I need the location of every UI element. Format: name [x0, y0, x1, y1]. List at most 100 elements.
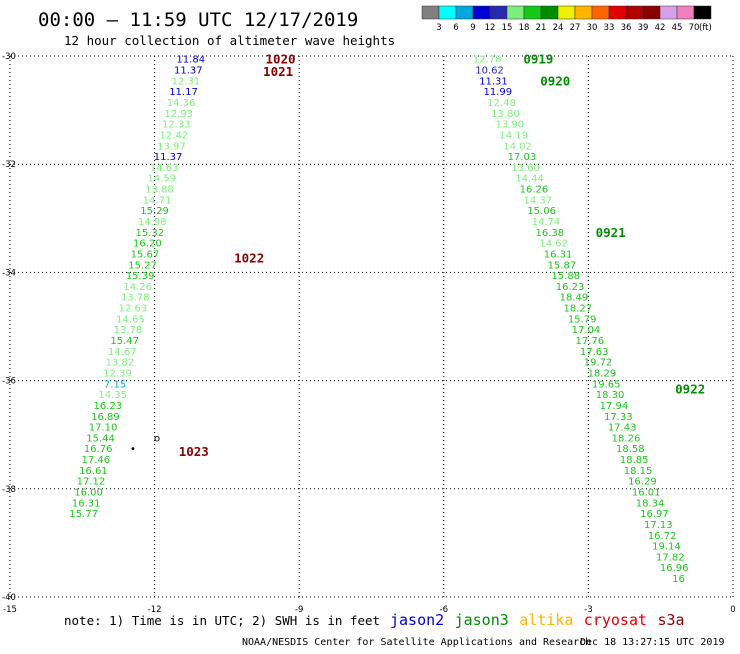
- colorbar-swatch: [438, 5, 457, 20]
- wave-height-value: 16.26: [520, 185, 549, 196]
- wave-height-value: 14.36: [167, 98, 196, 109]
- map-subtitle: 12 hour collection of altimeter wave hei…: [64, 33, 395, 48]
- wave-values: 11.8411.3712.3111.1714.3612.9312.3312.42…: [69, 55, 688, 585]
- pass-time-label: 1020: [265, 52, 295, 67]
- wave-height-value: 14.19: [499, 130, 528, 141]
- wave-height-value: 13.78: [114, 325, 143, 336]
- x-tick-label: 0: [730, 605, 735, 615]
- wave-height-value: 16.29: [628, 477, 657, 488]
- wave-height-value: 16.23: [556, 282, 585, 293]
- pass-time-label: 1023: [179, 444, 209, 459]
- wave-height-value: 14.44: [515, 174, 544, 185]
- wave-height-value: 15.44: [86, 433, 115, 444]
- colorbar-unit: (ft): [699, 23, 712, 33]
- wave-height-value: 16.72: [648, 531, 677, 542]
- wave-height-value: 14.35: [98, 390, 127, 401]
- wave-height-value: 18.34: [636, 498, 665, 509]
- wave-height-value: 18.49: [560, 293, 589, 304]
- pass-time-label: 1022: [234, 250, 264, 265]
- y-tick-label: -32: [2, 160, 16, 170]
- wave-height-value: 15.47: [110, 336, 139, 347]
- colorbar-label: 12: [485, 23, 496, 33]
- wave-height-value: 16.31: [72, 498, 101, 509]
- colorbar-label: 27: [570, 23, 581, 33]
- y-tick-label: -30: [2, 52, 16, 62]
- wave-height-value: 18.30: [596, 390, 625, 401]
- wave-height-value: 12.93: [164, 109, 193, 120]
- colorbar-swatch: [591, 5, 610, 20]
- wave-height-value: 13.80: [491, 109, 520, 120]
- colorbar: 3 6 9 12 15 18 21 24 27 30 33 36 39 42 45 70 (ft): [421, 5, 712, 33]
- satellite-legend: jason2 jason3 altika cryosat s3a: [390, 611, 685, 629]
- wave-height-value: 15.77: [69, 509, 98, 520]
- wave-height-value: 15.06: [527, 206, 556, 217]
- wave-height-value: 12.31: [172, 76, 201, 87]
- wave-height-value: 16.00: [74, 488, 103, 499]
- x-tick-label: -3: [584, 605, 592, 615]
- y-tick-label: -34: [2, 268, 16, 278]
- colorbar-label: 18: [519, 23, 530, 33]
- wave-height-value: 16.01: [632, 488, 661, 499]
- wave-height-value: 12.63: [119, 304, 148, 315]
- map-markers: o•: [130, 433, 160, 455]
- satellite-cryosat: cryosat: [584, 611, 647, 629]
- x-tick-label: -12: [148, 605, 162, 615]
- wave-height-value: 14.62: [539, 239, 568, 250]
- pass-time-label: 1021: [263, 64, 293, 79]
- wave-height-value: 7.15: [104, 379, 126, 390]
- wave-height-value: 13.78: [121, 293, 150, 304]
- wave-height-value: 12.39: [103, 368, 132, 379]
- wave-height-value: 11.17: [169, 87, 198, 98]
- location-marker: o: [154, 433, 160, 444]
- wave-height-value: 16.20: [133, 239, 162, 250]
- wave-height-value: 14.67: [108, 347, 137, 358]
- wave-height-value: 15.67: [131, 249, 160, 260]
- colorbar-label: 39: [638, 23, 649, 33]
- wave-height-value: 11.37: [174, 66, 203, 77]
- colorbar-label: 21: [536, 23, 547, 33]
- wave-height-value: 16.31: [544, 249, 573, 260]
- satellite-altika: altika: [519, 611, 573, 629]
- colorbar-swatch: [540, 5, 559, 20]
- wave-height-value: 14.02: [503, 141, 532, 152]
- colorbar-label: 30: [587, 23, 598, 33]
- colorbar-label: 3: [436, 23, 441, 33]
- wave-height-value: 17.76: [576, 336, 605, 347]
- location-marker: •: [130, 444, 136, 455]
- wave-height-value: 15.87: [548, 260, 577, 271]
- colorbar-swatch: [659, 5, 678, 20]
- axis-ticks: -15 -12 -9 -6 -3 0-30-32-34-36-38-40: [2, 52, 736, 615]
- wave-height-value: 14.65: [116, 314, 145, 325]
- wave-height-value: 16.61: [79, 466, 108, 477]
- wave-height-value: 17.13: [644, 520, 673, 531]
- y-tick-label: -38: [2, 485, 16, 495]
- wave-height-value: 13.90: [496, 120, 525, 131]
- wave-height-value: 15.29: [140, 206, 169, 217]
- wave-height-value: 17.04: [572, 325, 601, 336]
- colorbar-swatch: [523, 5, 542, 20]
- footer-note: note: 1) Time is in UTC; 2) SWH is in fe…: [64, 613, 380, 628]
- wave-height-value: 12.48: [487, 98, 516, 109]
- x-tick-label: -15: [3, 605, 17, 615]
- x-tick-label: -6: [440, 605, 448, 615]
- colorbar-label: 45: [672, 23, 683, 33]
- colorbar-label: 33: [604, 23, 615, 33]
- wave-height-value: 13.88: [145, 185, 174, 196]
- wave-height-value: 12.78: [473, 55, 502, 66]
- colorbar-swatch: [676, 5, 695, 20]
- wave-height-value: 19.14: [652, 542, 681, 553]
- map-title: 00:00 – 11:59 UTC 12/17/2019: [38, 9, 358, 31]
- wave-height-value: 12.33: [162, 120, 191, 131]
- pass-time-label: 0919: [523, 52, 553, 67]
- wave-height-value: 11.31: [479, 76, 508, 87]
- wave-height-value: 11.37: [154, 152, 183, 163]
- colorbar-label: 42: [655, 23, 666, 33]
- colorbar-swatch: [574, 5, 593, 20]
- colorbar-label: 24: [553, 23, 564, 33]
- colorbar-swatch: [455, 5, 474, 20]
- wave-height-value: 16.96: [660, 563, 689, 574]
- wave-height-value: 17.12: [77, 477, 106, 488]
- credit-text: NOAA/NESDIS Center for Satellite Applica…: [242, 637, 591, 648]
- wave-height-value: 17.43: [608, 423, 637, 434]
